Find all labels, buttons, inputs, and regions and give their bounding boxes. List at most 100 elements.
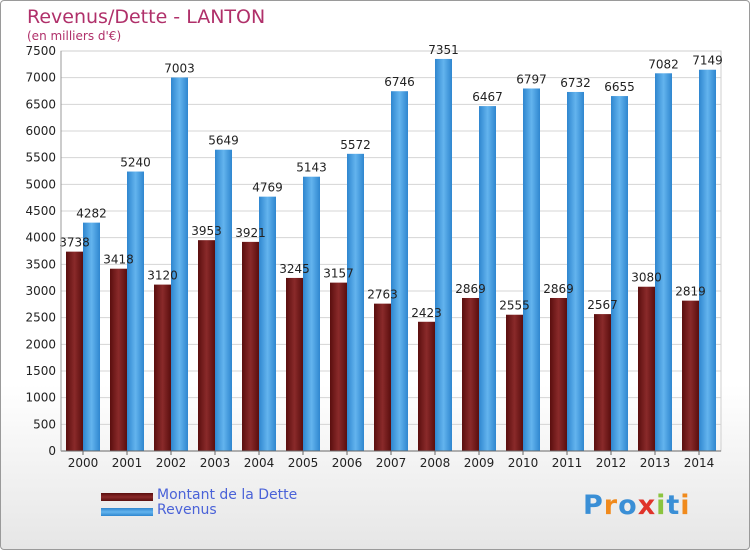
y-tick-label: 5500	[25, 151, 56, 165]
logo-letter: r	[603, 490, 619, 521]
bar-debt-2003	[198, 240, 215, 451]
y-tick-label: 3000	[25, 284, 56, 298]
data-label-debt: 3245	[279, 262, 310, 276]
data-label-debt: 3921	[235, 226, 266, 240]
x-tick-label: 2014	[684, 456, 715, 470]
data-label-revenue: 7003	[164, 62, 195, 76]
bar-debt-2006	[330, 282, 347, 451]
x-tick-label: 2002	[156, 456, 187, 470]
logo-letter: o	[618, 490, 638, 521]
x-tick-label: 2009	[464, 456, 495, 470]
data-label-debt: 3120	[147, 269, 178, 283]
x-tick-label: 2012	[596, 456, 627, 470]
bar-debt-2012	[594, 314, 611, 451]
x-tick-label: 2006	[332, 456, 363, 470]
bar-debt-2014	[682, 300, 699, 451]
axis-layer: 0 500 1000 1500 2000 2500 3000 3500 4000 4500 5000…	[25, 44, 721, 470]
data-label-revenue: 5143	[296, 161, 327, 175]
bar-layer	[66, 58, 716, 452]
logo-letter: x	[637, 490, 657, 521]
data-label-revenue: 6467	[472, 90, 503, 104]
x-tick-label: 2013	[640, 456, 671, 470]
bar-revenue-2011	[567, 91, 584, 452]
bar-debt-2002	[154, 284, 171, 451]
bar-revenue-2002	[171, 77, 188, 452]
x-tick-label: 2001	[112, 456, 143, 470]
y-tick-label: 2500	[25, 311, 56, 325]
y-tick-label: 1000	[25, 391, 56, 405]
proxiti-logo: Proxiti	[583, 490, 691, 521]
bar-revenue-2004	[259, 196, 276, 451]
bar-debt-2013	[638, 286, 655, 451]
y-tick-label: 1500	[25, 364, 56, 378]
y-tick-label: 0	[48, 444, 56, 458]
data-label-debt: 2567	[587, 298, 618, 312]
y-tick-label: 4500	[25, 204, 56, 218]
legend-swatch-debt	[101, 493, 153, 501]
data-label-debt: 2869	[543, 282, 574, 296]
y-tick-label: 500	[33, 417, 56, 431]
data-label-revenue: 6655	[604, 80, 635, 94]
data-label-revenue: 6746	[384, 75, 415, 89]
data-label-debt: 3738	[59, 236, 90, 250]
data-label-revenue: 6732	[560, 76, 591, 90]
bar-debt-2001	[110, 268, 127, 451]
x-tick-label: 2008	[420, 456, 451, 470]
data-label-revenue: 7082	[648, 57, 679, 71]
bar-debt-2008	[418, 321, 435, 451]
y-tick-label: 4000	[25, 231, 56, 245]
data-label-debt: 3157	[323, 267, 354, 281]
bar-revenue-2012	[611, 96, 628, 452]
bar-revenue-2009	[479, 106, 496, 452]
legend-label-debt: Montant de la Dette	[157, 487, 298, 503]
data-label-revenue: 7351	[428, 43, 459, 57]
bar-debt-2007	[374, 303, 391, 451]
logo-letter: i	[656, 490, 667, 521]
data-label-debt: 3080	[631, 271, 662, 285]
x-tick-label: 2011	[552, 456, 583, 470]
bar-revenue-2014	[699, 69, 716, 451]
data-label-revenue: 5649	[208, 134, 239, 148]
bar-revenue-2003	[215, 149, 232, 451]
x-tick-label: 2005	[288, 456, 319, 470]
bar-revenue-2008	[435, 58, 452, 452]
bar-debt-2010	[506, 314, 523, 451]
data-label-revenue: 7149	[692, 54, 723, 68]
bar-revenue-2010	[523, 88, 540, 451]
bar-revenue-2000	[83, 222, 100, 451]
bar-debt-2004	[242, 241, 259, 451]
y-tick-label: 6500	[25, 97, 56, 111]
data-label-debt: 2869	[455, 282, 486, 296]
chart-subtitle: (en milliers d'€)	[27, 29, 122, 43]
data-label-revenue: 6797	[516, 72, 547, 86]
logo-letter: i	[680, 490, 691, 521]
y-tick-label: 7000	[25, 71, 56, 85]
data-label-debt: 3953	[191, 224, 222, 238]
data-label-debt: 2763	[367, 288, 398, 302]
chart-title: Revenus/Dette - LANTON	[27, 6, 266, 28]
y-tick-label: 2000	[25, 337, 56, 351]
legend-swatch-revenue	[101, 508, 153, 516]
label-layer: 3738 4282 3418 5240 3120 7003 3953 5649 3921 4769…	[59, 43, 723, 320]
data-label-revenue: 4769	[252, 181, 283, 195]
y-tick-label: 7500	[25, 44, 56, 58]
x-tick-label: 2007	[376, 456, 407, 470]
x-tick-label: 2003	[200, 456, 231, 470]
legend-label-revenue: Revenus	[157, 502, 217, 518]
x-tick-label: 2010	[508, 456, 539, 470]
bar-revenue-2006	[347, 153, 364, 451]
bar-debt-2011	[550, 297, 567, 451]
bar-revenue-2005	[303, 176, 320, 451]
data-label-revenue: 4282	[76, 207, 107, 221]
bar-revenue-2001	[127, 171, 144, 452]
bar-debt-2009	[462, 297, 479, 451]
bar-debt-2000	[66, 251, 83, 451]
data-label-revenue: 5240	[120, 156, 151, 170]
bar-revenue-2007	[391, 91, 408, 452]
x-tick-label: 2004	[244, 456, 275, 470]
data-label-revenue: 5572	[340, 138, 371, 152]
x-tick-label: 2000	[68, 456, 99, 470]
data-label-debt: 3418	[103, 253, 134, 267]
